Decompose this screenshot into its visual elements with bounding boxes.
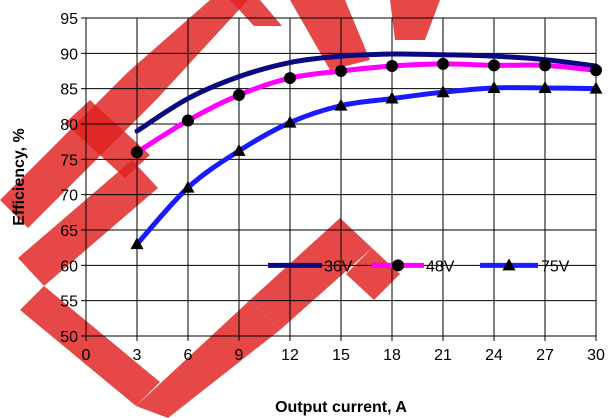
y-tick-label: 65	[60, 223, 78, 240]
series-group	[130, 51, 603, 250]
y-axis-label: Efficiency, %	[11, 128, 28, 226]
data-point-75v	[334, 98, 348, 111]
x-axis-label: Output current, A	[275, 399, 407, 416]
y-tick-label: 60	[60, 258, 78, 275]
data-point-75v	[181, 180, 195, 193]
data-point-48v	[335, 65, 347, 77]
tick-labels: 50 55 60 65 70 75 80 85 90 95 0 3 6 9 12 15 18 21 24 27 30	[60, 11, 605, 364]
y-tick-label: 95	[60, 11, 78, 28]
y-tick-label: 55	[60, 294, 78, 311]
x-tick-label: 9	[235, 347, 244, 364]
data-point-75v	[487, 80, 501, 93]
y-tick-label: 80	[60, 117, 78, 134]
legend-marker-48v	[392, 259, 404, 272]
data-point-48v	[386, 60, 398, 73]
data-point-48v	[539, 59, 551, 72]
legend-marker-75v	[502, 258, 516, 271]
data-point-48v	[284, 72, 296, 85]
data-point-48v	[437, 57, 449, 70]
series-line-48v	[134, 61, 599, 155]
series-line-36v	[134, 51, 599, 134]
x-tick-label: 30	[587, 347, 605, 364]
legend-label-48v: 48V	[426, 258, 455, 275]
data-point-75v	[589, 81, 603, 94]
y-tick-label: 90	[60, 46, 78, 63]
x-tick-label: 12	[281, 347, 299, 364]
data-point-48v	[131, 146, 143, 159]
data-point-75v	[232, 143, 246, 156]
x-tick-label: 0	[82, 347, 91, 364]
legend-label-75v: 75V	[541, 258, 570, 275]
data-point-48v	[488, 59, 500, 72]
x-tick-label: 6	[184, 347, 193, 364]
data-point-75v	[385, 91, 399, 104]
x-tick-label: 3	[133, 347, 142, 364]
data-point-48v	[590, 64, 602, 77]
axes	[81, 17, 597, 341]
y-tick-label: 50	[60, 329, 78, 346]
data-point-75v	[538, 80, 552, 93]
x-tick-label: 15	[332, 347, 350, 364]
legend-label-36v: 36V	[324, 258, 353, 275]
y-tick-label: 70	[60, 188, 78, 205]
data-point-48v	[182, 114, 194, 127]
x-tick-label: 21	[434, 347, 452, 364]
legend: 36V 48V 75V	[268, 258, 570, 275]
y-tick-label: 75	[60, 152, 78, 169]
data-point-75v	[283, 115, 297, 128]
x-tick-label: 24	[485, 347, 503, 364]
data-point-75v	[436, 85, 450, 98]
x-tick-label: 27	[536, 347, 554, 364]
data-point-75v	[130, 237, 144, 250]
y-tick-label: 85	[60, 82, 78, 99]
series-line-75v	[134, 85, 599, 247]
x-tick-label: 18	[383, 347, 401, 364]
data-point-48v	[233, 89, 245, 102]
